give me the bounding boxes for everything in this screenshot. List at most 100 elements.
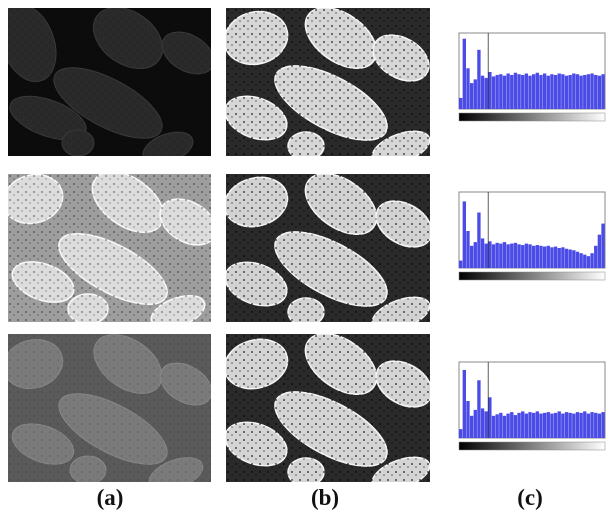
histogram-bar	[477, 49, 481, 109]
histogram-bar	[524, 413, 529, 438]
histogram-bar	[513, 72, 518, 109]
histogram-bar	[480, 75, 485, 109]
histogram-bar	[572, 73, 576, 109]
histogram-bar	[583, 411, 587, 438]
histogram-bar	[517, 412, 521, 438]
histogram-bar	[473, 79, 477, 109]
histogram-bar	[539, 74, 543, 109]
image-b-row1	[226, 8, 430, 156]
histogram-bar	[502, 242, 507, 268]
image-a-row2	[8, 174, 211, 322]
histogram-bar	[594, 412, 598, 438]
histogram-bar	[553, 246, 558, 268]
histogram-bar	[546, 245, 550, 268]
histogram-bar	[499, 74, 503, 109]
histogram-bar	[466, 401, 470, 438]
histogram-bar	[506, 413, 510, 438]
histogram-bar	[462, 369, 466, 438]
histogram-bar	[535, 72, 539, 109]
histogram-bar	[597, 413, 602, 438]
image-b-row2	[226, 174, 430, 322]
histogram-bar	[469, 83, 474, 109]
histogram-bar	[579, 412, 583, 438]
histogram-bar	[572, 250, 576, 268]
histogram-bar	[579, 253, 583, 268]
histogram-bar	[557, 73, 561, 109]
histogram-bar	[495, 414, 499, 438]
histogram-bar	[484, 77, 488, 109]
histogram-bar	[521, 245, 525, 268]
histogram-bar	[590, 73, 594, 109]
histogram-bar	[575, 412, 580, 438]
histogram-bar	[517, 74, 521, 109]
pollen-image-equalized	[226, 334, 430, 482]
histogram-bar	[594, 74, 598, 109]
histogram-bar	[488, 241, 492, 268]
image-b-row3	[226, 334, 430, 482]
histogram-bar	[459, 429, 463, 438]
histogram-bar	[477, 212, 481, 268]
histogram-bar	[561, 247, 565, 268]
histogram-bar	[597, 75, 602, 109]
histogram-bar	[473, 409, 477, 438]
histogram-bar	[553, 412, 558, 438]
histogram-bar	[550, 413, 554, 438]
histogram-bar	[586, 256, 591, 268]
histogram-bar	[575, 74, 580, 109]
gray-level-gradient-bar	[458, 112, 606, 122]
histogram-bar	[583, 254, 587, 268]
histogram-bar	[579, 75, 583, 109]
histogram-bar	[532, 245, 536, 268]
histogram-bar	[495, 74, 499, 109]
histogram-bar	[513, 415, 518, 438]
histogram-bar	[491, 415, 496, 438]
histogram-bar	[590, 253, 594, 268]
histogram-bar	[469, 415, 474, 438]
histogram-bar	[510, 74, 514, 109]
histogram-bar	[459, 260, 463, 268]
histogram-bar	[466, 68, 470, 109]
histogram-bar	[550, 74, 554, 109]
histogram-bar	[462, 38, 466, 110]
histogram-chart-row2	[458, 191, 606, 281]
histogram-bar	[568, 74, 572, 109]
pollen-image-equalized	[226, 8, 430, 156]
histogram-bar	[597, 234, 602, 268]
histogram-bar	[477, 380, 481, 438]
histogram-bar	[502, 75, 507, 109]
histogram-bar	[480, 238, 485, 268]
gray-level-gradient-bar	[458, 271, 606, 281]
histogram-bar	[564, 412, 569, 438]
histogram-row2	[447, 186, 613, 290]
histogram-bar	[568, 412, 572, 438]
image-a-row3	[8, 334, 211, 482]
histogram-bar	[550, 247, 554, 268]
histogram-bar	[484, 411, 488, 438]
histogram-bar	[568, 249, 572, 268]
histogram-bar	[539, 245, 543, 268]
histogram-bar	[521, 74, 525, 109]
histogram-bar	[524, 243, 529, 268]
histogram-chart-row1	[458, 32, 606, 122]
histogram-bar	[532, 412, 536, 438]
histogram-bar	[506, 73, 510, 109]
histogram-bar	[586, 413, 591, 438]
label-b: (b)	[310, 485, 340, 510]
histogram-bar	[601, 412, 605, 438]
histogram-bar	[561, 413, 565, 438]
histogram-bar	[528, 412, 532, 438]
label-c: (c)	[517, 485, 543, 510]
histogram-bar	[535, 245, 539, 268]
histogram-bar	[521, 411, 525, 438]
histogram-bar	[535, 411, 539, 438]
histogram-bar	[557, 248, 561, 268]
pollen-image-low-contrast	[8, 334, 211, 482]
histogram-bar	[586, 74, 591, 109]
histogram-bar	[491, 76, 496, 109]
histogram-bar	[542, 73, 547, 109]
histogram-bar	[564, 75, 569, 109]
gray-level-gradient-bar	[458, 441, 606, 451]
histogram-chart-row3	[458, 361, 606, 451]
histogram-bar	[575, 251, 580, 268]
pollen-image-equalized	[226, 174, 430, 322]
